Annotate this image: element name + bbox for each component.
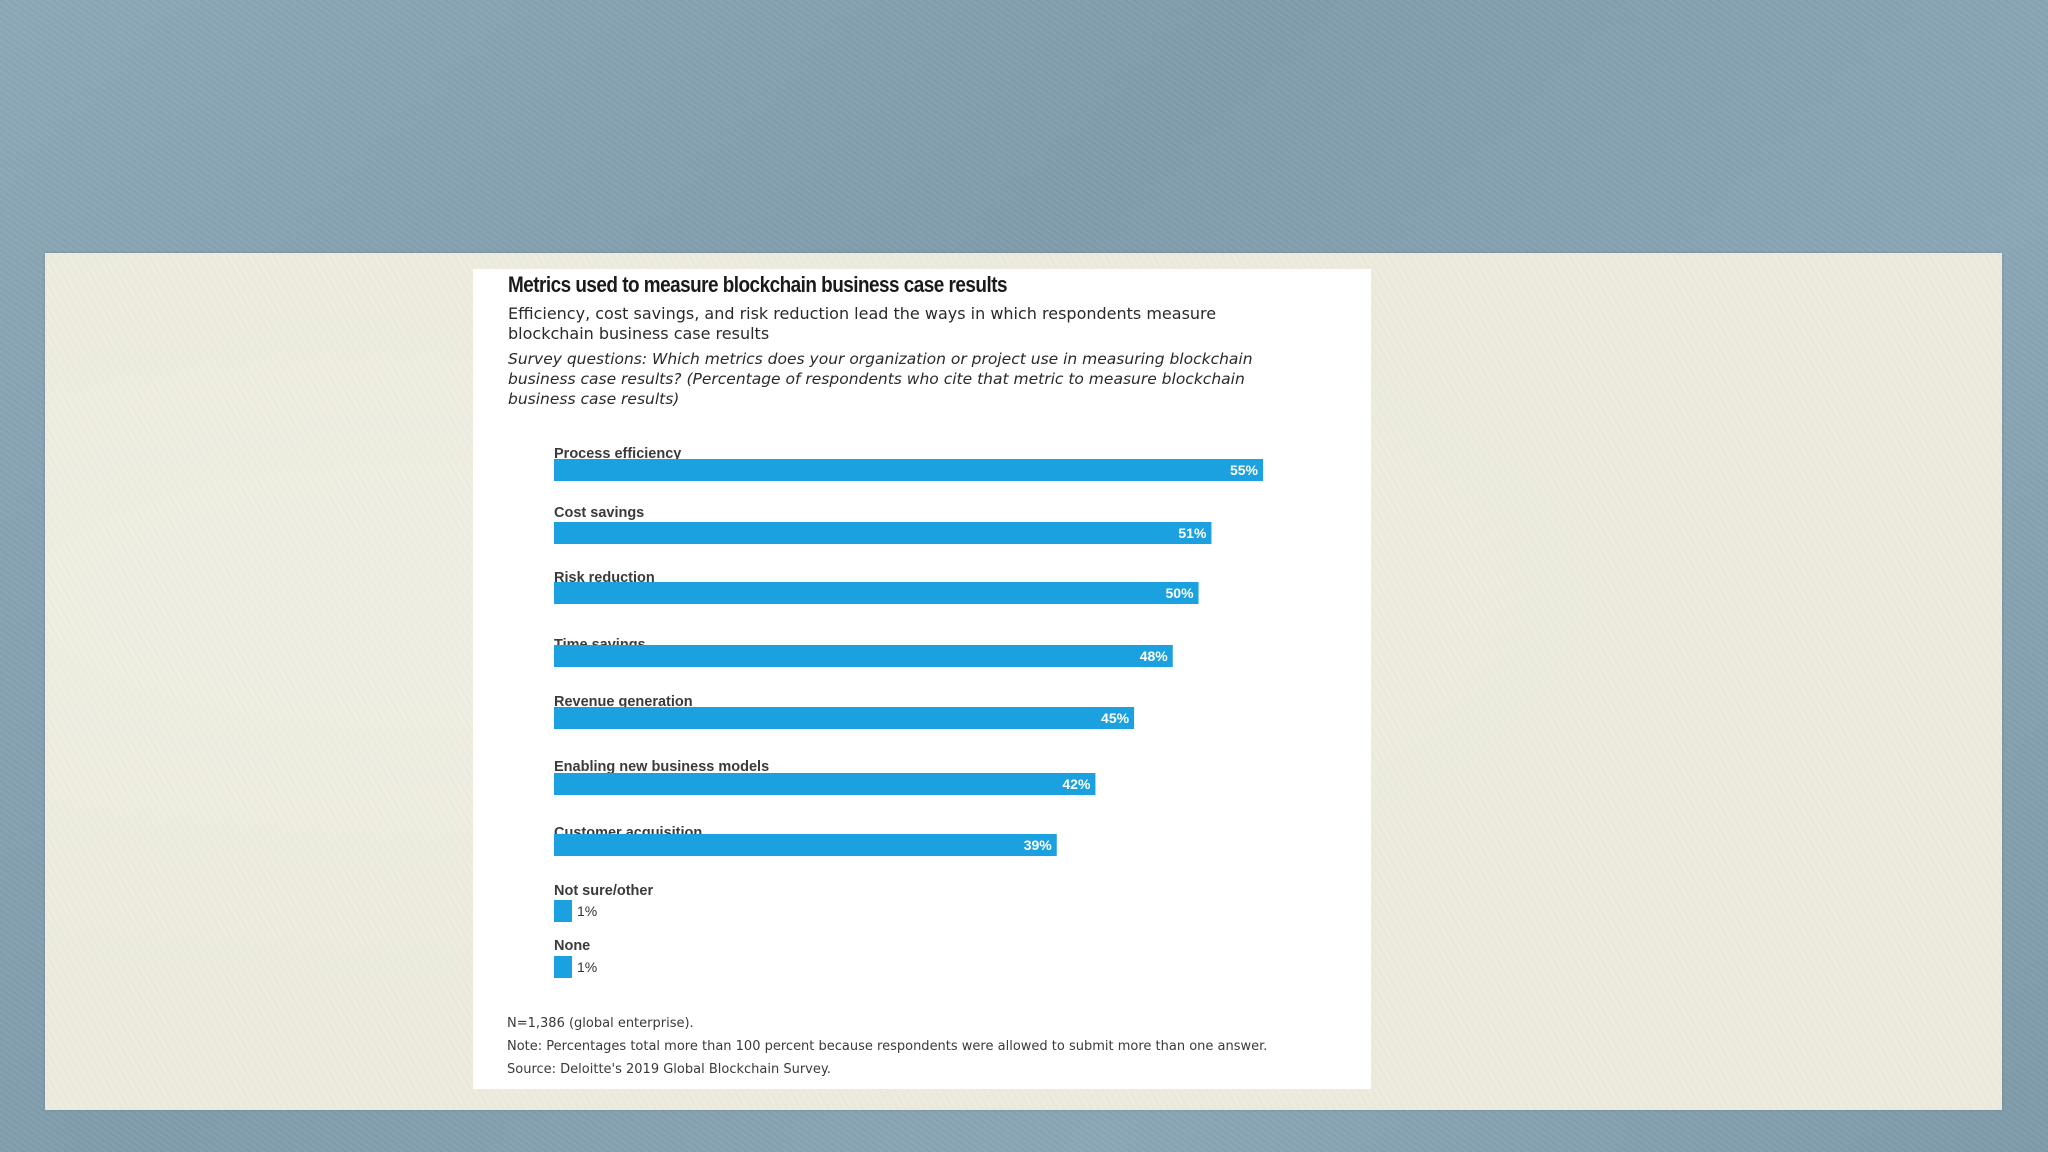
chart-card: Metrics used to measure blockchain busin… xyxy=(473,269,1371,1089)
bar-risk-reduction xyxy=(554,582,1199,604)
value-label-process-efficiency: 55% xyxy=(1230,462,1259,478)
value-label-none: 1% xyxy=(577,959,597,975)
bar-none xyxy=(554,956,572,978)
bar-time-savings xyxy=(554,645,1173,667)
footnotes: N=1,386 (global enterprise). Note: Perce… xyxy=(507,1012,1267,1081)
bar-not-sure-other xyxy=(554,900,572,922)
value-label-revenue-generation: 45% xyxy=(1101,710,1130,726)
survey-question: Survey questions: Which metrics does you… xyxy=(508,350,1253,408)
bar-revenue-generation xyxy=(554,707,1135,729)
percentage-note: Note: Percentages total more than 100 pe… xyxy=(507,1039,1268,1054)
category-label-none: None xyxy=(554,938,590,954)
bar-cost-savings xyxy=(554,522,1212,544)
bar-process-efficiency xyxy=(554,459,1263,481)
value-label-enabling-new-business-models: 42% xyxy=(1062,776,1091,792)
value-label-risk-reduction: 50% xyxy=(1166,585,1195,601)
bar-enabling-new-business-models xyxy=(554,773,1096,795)
category-label-cost-savings: Cost savings xyxy=(554,505,644,521)
source-note: Source: Deloitte's 2019 Global Blockchai… xyxy=(507,1062,831,1077)
category-label-process-efficiency: Process efficiency xyxy=(554,446,681,462)
chart-title: Metrics used to measure blockchain busin… xyxy=(508,272,1008,297)
category-label-not-sure-other: Not sure/other xyxy=(554,883,653,899)
chart-subtitle: Efficiency, cost savings, and risk reduc… xyxy=(508,304,1217,343)
category-label-enabling-new-business-models: Enabling new business models xyxy=(554,759,769,775)
category-label-revenue-generation: Revenue generation xyxy=(554,694,693,710)
bar-customer-acquisition xyxy=(554,834,1057,856)
value-label-time-savings: 48% xyxy=(1140,648,1169,664)
value-label-not-sure-other: 1% xyxy=(577,903,597,919)
sample-size-note: N=1,386 (global enterprise). xyxy=(507,1016,694,1031)
value-label-cost-savings: 51% xyxy=(1178,525,1207,541)
value-label-customer-acquisition: 39% xyxy=(1024,837,1053,853)
